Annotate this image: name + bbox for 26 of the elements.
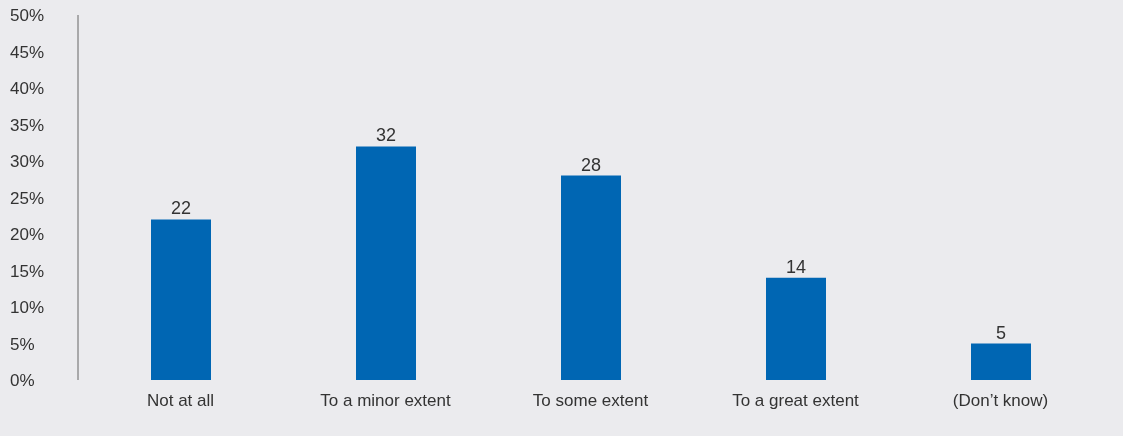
bar: [766, 277, 826, 380]
x-tick-label: To a minor extent: [320, 391, 451, 411]
y-tick-label: 0%: [10, 371, 35, 391]
y-tick-label: 20%: [10, 225, 45, 245]
bar: [971, 343, 1031, 380]
y-tick-label: 35%: [10, 115, 45, 135]
x-tick-label: To a great extent: [732, 391, 860, 411]
y-tick-label: 40%: [10, 79, 45, 99]
bar: [561, 175, 621, 380]
data-label: 5: [995, 322, 1007, 343]
y-tick-label: 15%: [10, 261, 45, 281]
y-tick-label: 25%: [10, 188, 45, 208]
data-label: 32: [375, 125, 397, 146]
x-tick-label: (Don’t know): [952, 391, 1049, 411]
data-label: 14: [785, 256, 807, 277]
x-tick-label: Not at all: [146, 391, 215, 411]
y-tick-label: 45%: [10, 42, 45, 62]
y-tick-label: 5%: [10, 334, 35, 354]
y-tick-label: 10%: [10, 298, 45, 318]
x-tick-label: To some extent: [532, 391, 649, 411]
y-tick-label: 30%: [10, 152, 45, 172]
data-label: 28: [580, 154, 602, 175]
data-label: 22: [170, 198, 192, 219]
bar: [151, 219, 211, 380]
bar: [356, 146, 416, 380]
y-tick-label: 50%: [10, 6, 45, 26]
